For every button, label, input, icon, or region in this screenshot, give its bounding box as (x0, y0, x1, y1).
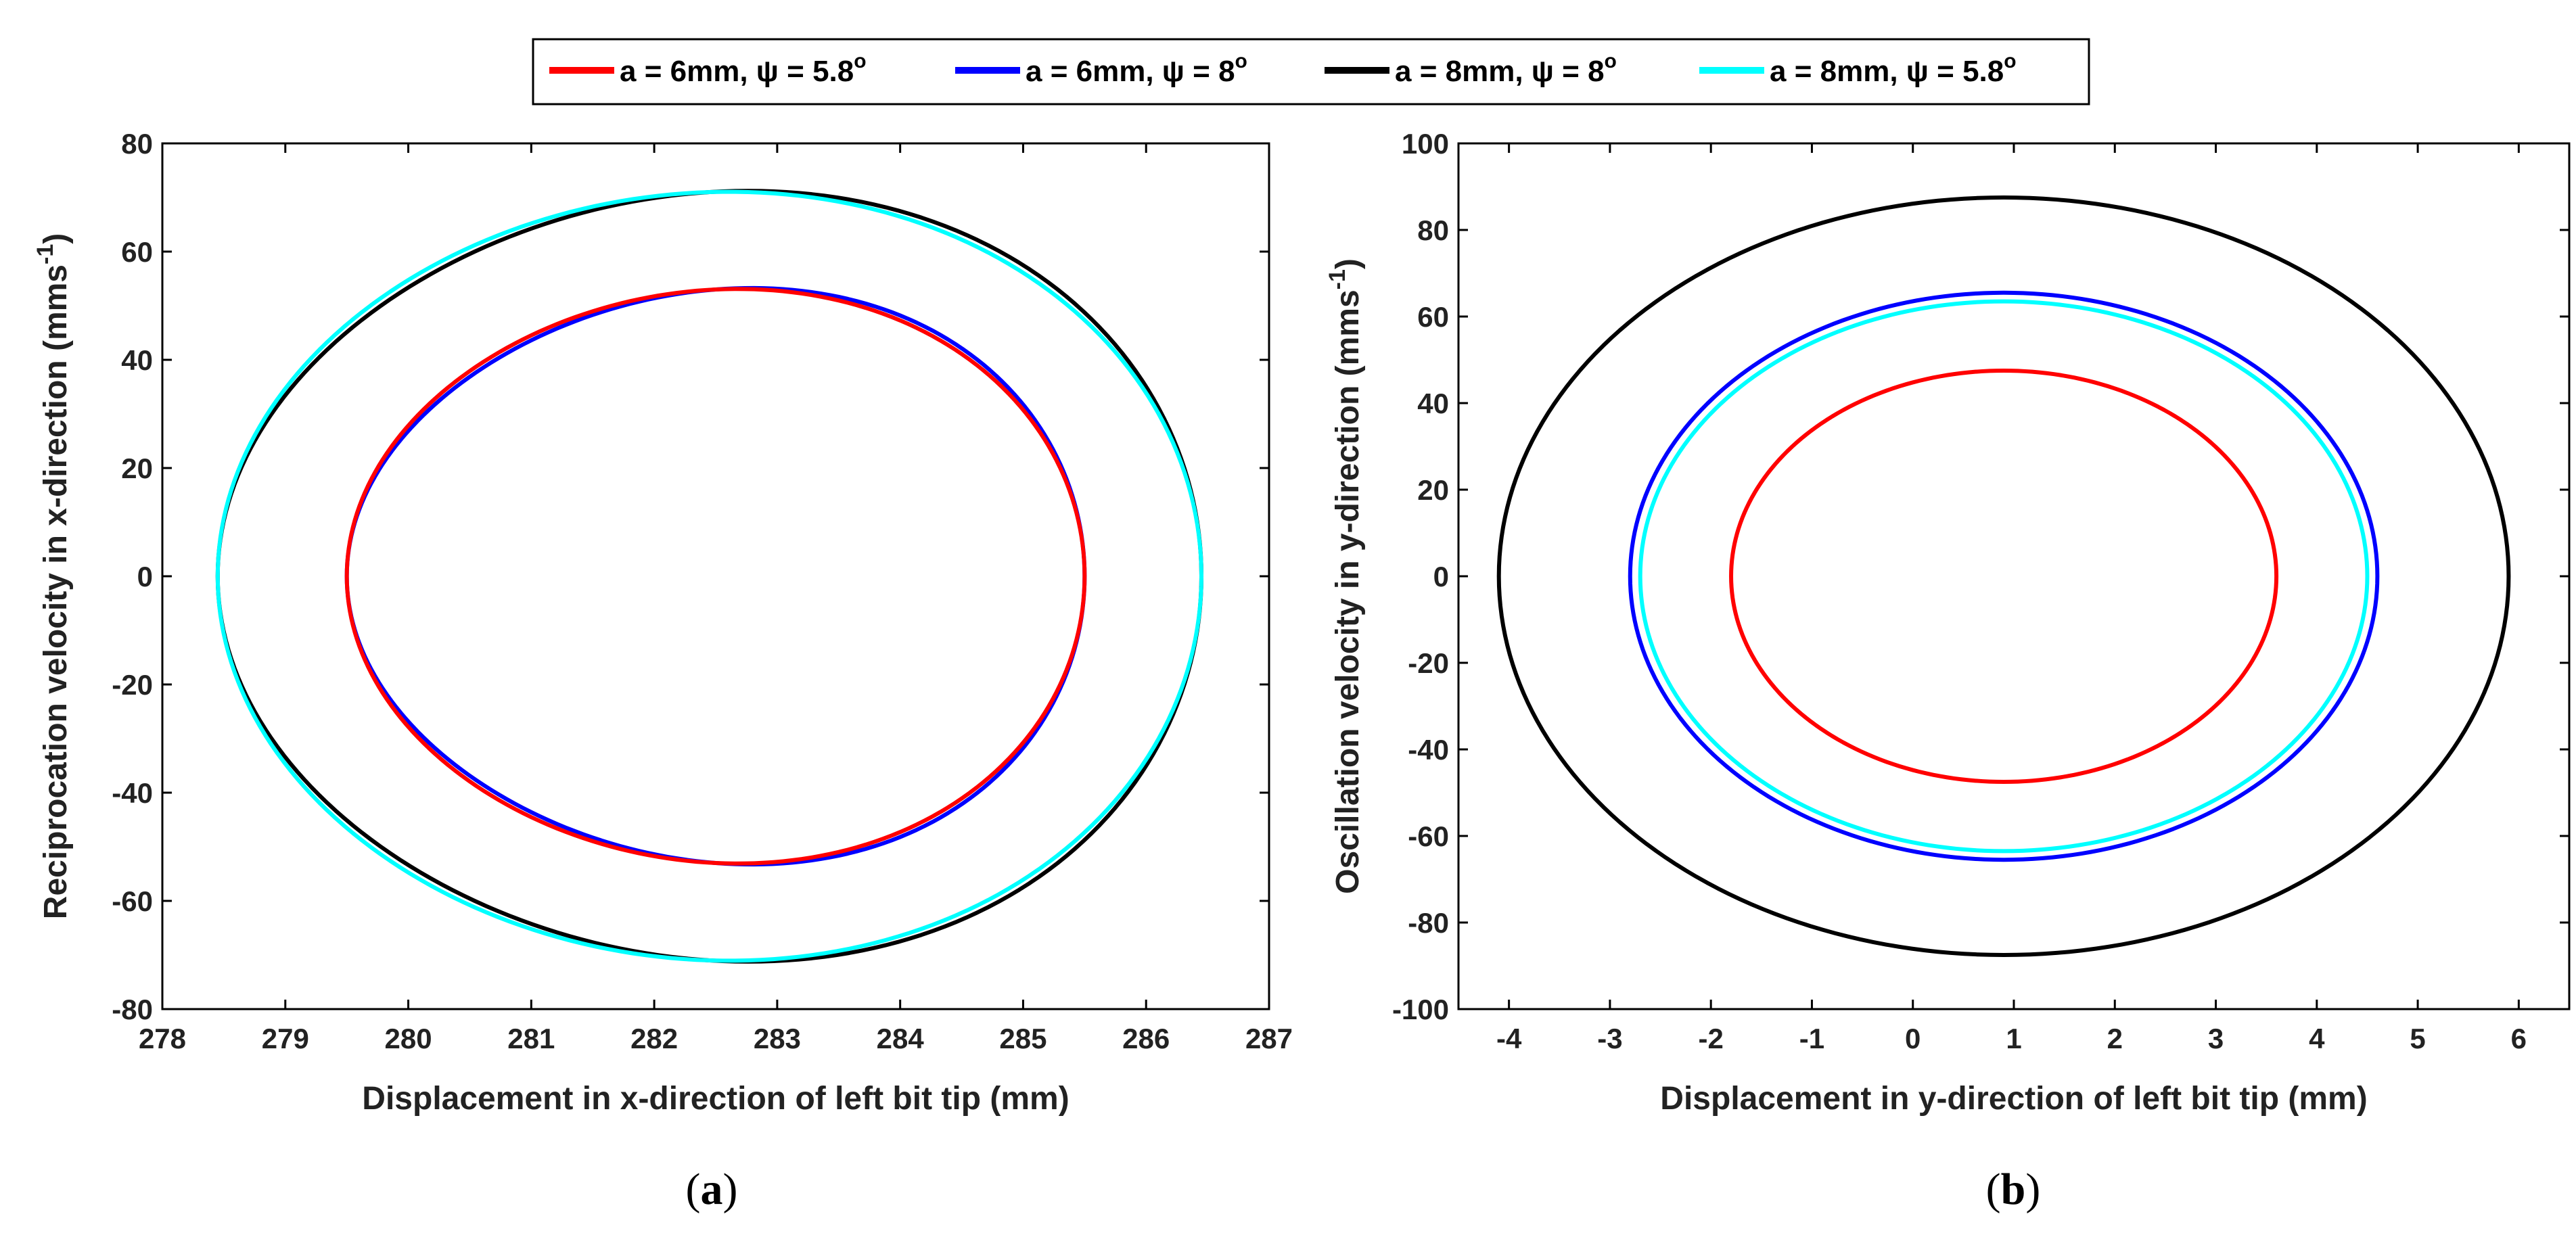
x-tick-label: 285 (999, 1023, 1046, 1054)
y-tick-label: 20 (1417, 474, 1449, 506)
series-curve (1638, 299, 2370, 854)
y-tick-label: 0 (1433, 561, 1449, 592)
x-tick-label: 280 (385, 1023, 432, 1054)
legend-entry: a = 8mm, ψ = 5.8o (1699, 50, 2017, 88)
x-tick-label: 283 (754, 1023, 801, 1054)
x-tick-label: 287 (1245, 1023, 1293, 1054)
series-curve (215, 189, 1204, 963)
x-tick-label: 278 (139, 1023, 186, 1054)
x-tick-label: 1 (2006, 1023, 2021, 1054)
y-axis-label-b: Oscillation velocity in y-direction (mms… (1325, 258, 1366, 894)
x-tick-label: -1 (1799, 1023, 1824, 1054)
x-axis-label-a: Displacement in x-direction of left bit … (362, 1081, 1069, 1117)
legend-entry: a = 8mm, ψ = 8o (1325, 50, 1617, 88)
x-tick-label: 0 (1905, 1023, 1920, 1054)
ticks-a: 278 279 280 281 282 283 284 285 286 287 -80 -60 -40 -… (112, 128, 1293, 1054)
y-tick-label: -100 (1392, 994, 1449, 1025)
y-tick-label: 0 (137, 561, 153, 592)
legend-label: a = 6mm, ψ = 5.8o (620, 50, 867, 88)
series-curve (1729, 369, 2279, 784)
y-tick-label: 80 (121, 128, 153, 160)
legend-label: a = 8mm, ψ = 8o (1395, 50, 1617, 88)
x-tick-label: 281 (507, 1023, 555, 1054)
plot-area-a (215, 189, 1204, 964)
ticks-b: -4 -3 -2 -1 0 1 2 3 4 5 6 -100 -80 -60 -40 -20 0 20 40 60 80… (1392, 128, 2569, 1054)
x-tick-label: 4 (2309, 1023, 2325, 1054)
x-tick-label: 3 (2208, 1023, 2224, 1054)
x-tick-label: -4 (1496, 1023, 1522, 1054)
y-tick-label: 60 (1417, 301, 1449, 333)
series-curve (1496, 195, 2511, 957)
chart-panel-b: -4 -3 -2 -1 0 1 2 3 4 5 6 -100 -80 -60 -40 -20 0 20 40 60 80… (1325, 128, 2571, 1214)
y-tick-label: -80 (112, 994, 153, 1025)
y-tick-label: 40 (121, 344, 153, 376)
y-tick-label: 20 (121, 452, 153, 484)
y-tick-label: -40 (112, 777, 153, 809)
legend-label: a = 8mm, ψ = 5.8o (1770, 50, 2017, 88)
plot-area-b (1496, 195, 2511, 957)
chart-panel-a: 278 279 280 281 282 283 284 285 286 287 -80 -60 -40 -… (32, 128, 1293, 1214)
legend: a = 6mm, ψ = 5.8o a = 6mm, ψ = 8o a = 8m… (532, 38, 2090, 106)
y-tick-label: -60 (1408, 820, 1449, 852)
caption-a: (a) (686, 1165, 738, 1214)
y-tick-label: -80 (1408, 907, 1449, 939)
series-curve (344, 287, 1087, 866)
y-tick-label: -40 (1408, 734, 1449, 766)
y-tick-label: 60 (121, 236, 153, 268)
legend-label: a = 6mm, ψ = 8o (1026, 50, 1247, 88)
x-tick-label: -2 (1699, 1023, 1724, 1054)
x-tick-label: 5 (2410, 1023, 2425, 1054)
x-tick-label: 6 (2511, 1023, 2527, 1054)
y-tick-label: -60 (112, 885, 153, 917)
legend-entry: a = 6mm, ψ = 5.8o (549, 50, 867, 88)
legend-box (532, 38, 2090, 106)
x-tick-label: 282 (630, 1023, 678, 1054)
legend-entry: a = 6mm, ψ = 8o (955, 50, 1247, 88)
series-curve (1628, 290, 2380, 862)
y-tick-label: -20 (1408, 647, 1449, 679)
x-axis-label-b: Displacement in y-direction of left bit … (1660, 1081, 2367, 1117)
x-tick-label: 286 (1122, 1023, 1170, 1054)
y-tick-label: 80 (1417, 214, 1449, 246)
y-tick-label: 40 (1417, 388, 1449, 419)
y-axis-label-a: Reciprocation velocity in x-direction (m… (32, 233, 74, 919)
y-tick-label: 100 (1402, 128, 1449, 160)
y-tick-label: -20 (112, 669, 153, 701)
x-tick-label: -3 (1597, 1023, 1622, 1054)
caption-b: (b) (1986, 1165, 2041, 1214)
x-tick-label: 284 (877, 1023, 925, 1054)
x-tick-label: 279 (262, 1023, 309, 1054)
x-tick-label: 2 (2107, 1023, 2123, 1054)
